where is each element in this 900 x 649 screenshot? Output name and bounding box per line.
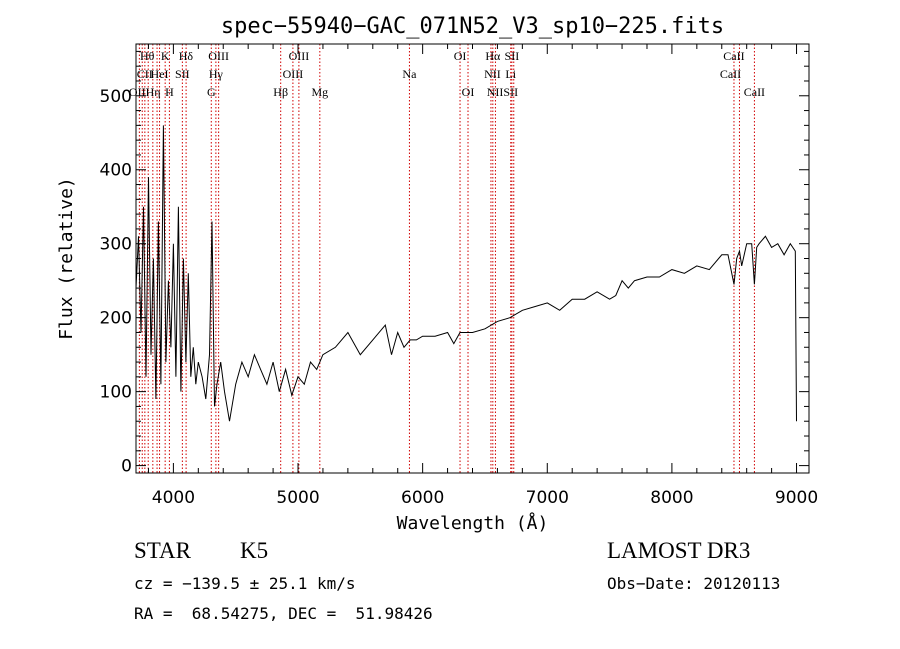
survey-label: LAMOST DR3: [607, 538, 751, 563]
line-label-SII: SII: [505, 49, 520, 63]
y-tick-label: 200: [100, 309, 132, 329]
spectrum-line: [135, 125, 797, 422]
chart-title: spec−55940−GAC_071N52_V3_sp10−225.fits: [221, 14, 724, 39]
y-tick-label: 0: [121, 457, 132, 477]
line-label-OIII: OIII: [283, 67, 304, 81]
object-class: STAR: [134, 538, 191, 563]
plot-frame: [135, 43, 810, 474]
line-label-SII: SII: [175, 67, 190, 81]
x-tick-label: 7000: [526, 488, 569, 508]
line-label-OIII: OIII: [289, 49, 310, 63]
x-tick-label: 5000: [276, 488, 319, 508]
coords-text: RA = 68.54275, DEC = 51.98426: [134, 604, 433, 623]
line-label-CaII: CaII: [720, 67, 741, 81]
y-axis-label: Flux (relative): [56, 177, 77, 340]
line-label-Li: Li: [505, 67, 516, 81]
obs-date-text: Obs−Date: 20120113: [607, 574, 781, 593]
line-label-CaII: CaII: [744, 85, 765, 99]
line-label-Hδ: Hδ: [179, 49, 194, 63]
line-label-OI: OI: [454, 49, 467, 63]
x-axis-label: Wavelength (Å): [397, 512, 549, 534]
line-label-HeI: HeI: [151, 67, 169, 81]
x-tick-label: 6000: [401, 488, 444, 508]
subclass: K5: [240, 538, 269, 563]
line-label-Na: Na: [402, 67, 417, 81]
line-label-OI: OI: [462, 85, 475, 99]
y-tick-label: 500: [100, 87, 132, 107]
line-label-NII: NII: [484, 67, 501, 81]
y-tick-label: 100: [100, 383, 132, 403]
line-label-CII: CII: [137, 67, 153, 81]
y-tick-label: 300: [100, 235, 132, 255]
line-label-H: H: [165, 85, 174, 99]
line-label-CaII: CaII: [723, 49, 744, 63]
line-label-G: G: [207, 85, 216, 99]
line-label-Hα: Hα: [485, 49, 501, 63]
x-tick-label: 4000: [152, 488, 195, 508]
line-label-Mg: Mg: [311, 85, 328, 99]
x-tick-label: 8000: [650, 488, 693, 508]
line-label-OIII: OIII: [208, 49, 229, 63]
line-label-Hγ: Hγ: [209, 67, 224, 81]
line-label-Hβ: Hβ: [273, 85, 288, 99]
x-tick-label: 9000: [775, 488, 818, 508]
spectrum-chart: spec−55940−GAC_071N52_V3_sp10−225.fits 40…: [56, 14, 818, 534]
line-label-NIISII: NIISII: [487, 85, 518, 99]
cz-text: cz = −139.5 ± 25.1 km/s: [134, 574, 356, 593]
y-tick-label: 400: [100, 161, 132, 181]
line-label-K: K: [161, 49, 170, 63]
line-label-Hθ: Hθ: [140, 49, 155, 63]
line-label-OIIHη: OIIHη: [129, 85, 161, 99]
